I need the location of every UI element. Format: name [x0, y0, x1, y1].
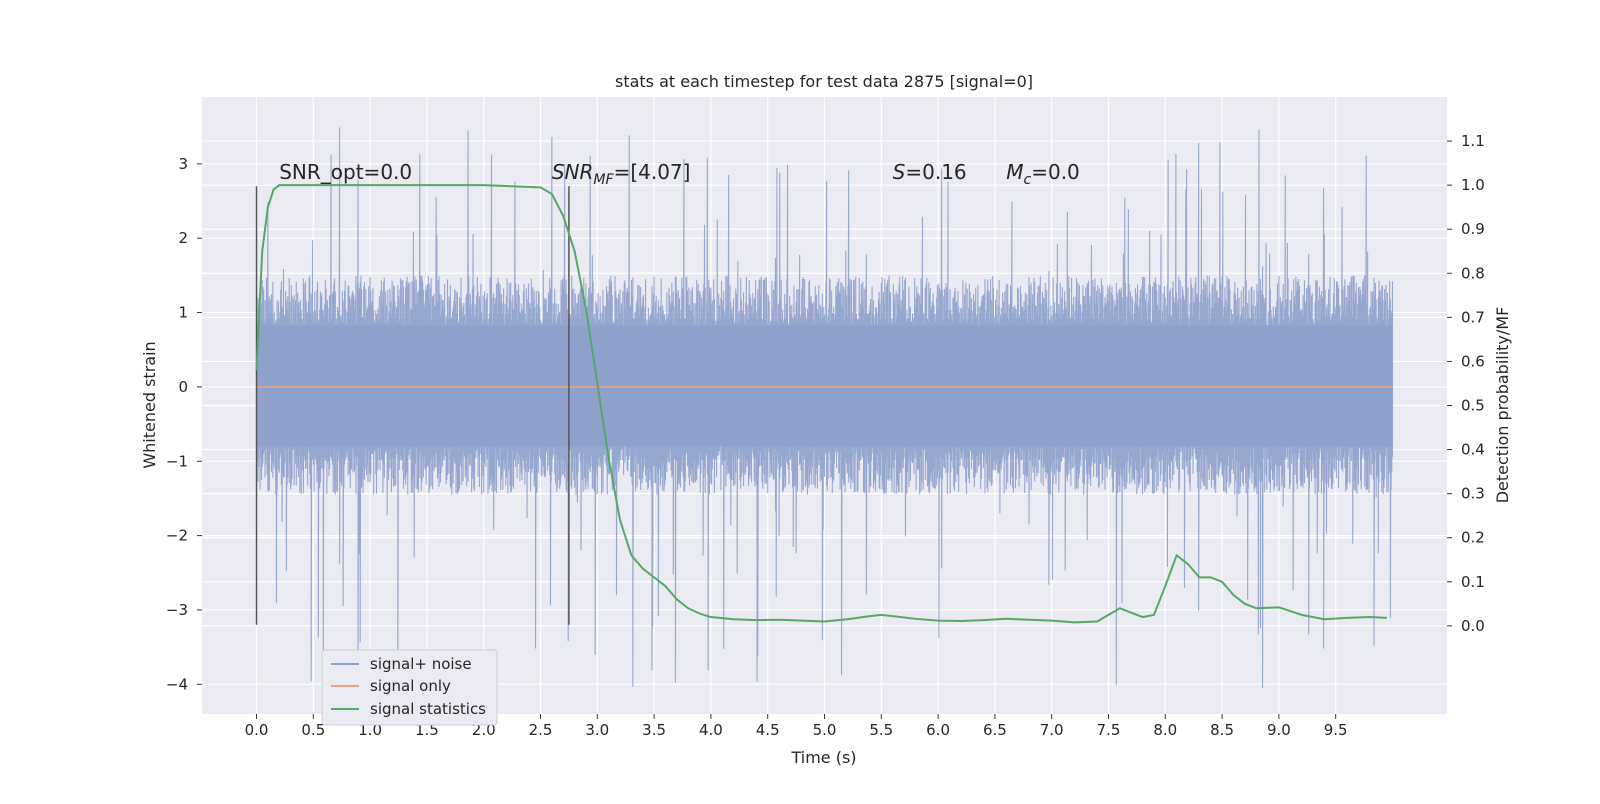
- annotation-snr-opt: SNR_opt=0.0: [279, 160, 412, 184]
- annotation-mc-value: Mc=0.0: [1006, 160, 1080, 188]
- y-right-tick-label-5: 0.6: [1461, 352, 1485, 370]
- annotations: SNR_opt=0.0 SNRMF=[4.07] S=0.16 Mc=0.0: [279, 160, 1080, 188]
- vertical-markers: [255, 186, 570, 625]
- x-tick-label-11: 5.5: [869, 721, 893, 739]
- x-axis-label: Time (s): [790, 748, 856, 767]
- x-tick-label-10: 5.0: [813, 721, 837, 739]
- y-left-tick-label-4: −1: [166, 452, 188, 470]
- annotation-snr-mf: SNRMF=[4.07]: [552, 160, 691, 188]
- y-left-tick-label-0: 3: [178, 155, 188, 173]
- x-tick-label-15: 7.5: [1097, 721, 1121, 739]
- y-left-tick-label-6: −3: [166, 601, 188, 619]
- y-right-tick-label-11: 0.0: [1461, 617, 1485, 635]
- x-tick-label-19: 9.5: [1324, 721, 1348, 739]
- y-left-tick-label-7: −4: [166, 675, 188, 693]
- signal-statistics-line: [255, 184, 1387, 624]
- y-right-tick-label-0: 1.1: [1461, 132, 1485, 150]
- y-axis-label-right: Detection probability/MF: [1493, 307, 1512, 504]
- x-tick-label-1: 0.5: [301, 721, 325, 739]
- x-tick-label-0: 0.0: [245, 721, 269, 739]
- chart-title: stats at each timestep for test data 287…: [615, 72, 1033, 91]
- y-right-tick-label-4: 0.7: [1461, 308, 1485, 326]
- signal-noise-series: [255, 127, 1394, 688]
- signal-noise-line: [255, 127, 1394, 688]
- x-tick-label-9: 4.5: [756, 721, 780, 739]
- legend-label-signal-only: signal only: [370, 677, 451, 695]
- x-tick-label-12: 6.0: [926, 721, 950, 739]
- legend-label-signal-noise: signal+ noise: [370, 655, 472, 673]
- x-tick-label-14: 7.0: [1040, 721, 1064, 739]
- legend: signal+ noise signal only signal statist…: [321, 649, 498, 726]
- x-tick-label-13: 6.5: [983, 721, 1007, 739]
- y-right-tick-label-6: 0.5: [1461, 397, 1485, 415]
- y-right-tick-label-1: 1.0: [1461, 176, 1485, 194]
- y-left-tick-label-3: 0: [178, 378, 188, 396]
- y-left-tick-label-2: 1: [178, 304, 188, 322]
- y-right-ticks: 1.1 1.0 0.9 0.8 0.7 0.6 0.5 0.4 0.3 0.2 0.1 0.0: [1447, 132, 1485, 635]
- y-right-tick-label-7: 0.4: [1461, 441, 1485, 459]
- x-ticks: 0.0 0.5 1.0 1.5 2.0 2.5 3.0 3.5 4.0 4.5 5.0 5.5 6.0 6…: [245, 714, 1348, 739]
- x-tick-label-6: 3.0: [585, 721, 609, 739]
- signal-statistics-series: [255, 184, 1387, 624]
- legend-box: [321, 649, 498, 726]
- x-tick-label-18: 9.0: [1267, 721, 1291, 739]
- x-tick-label-16: 8.0: [1153, 721, 1177, 739]
- x-tick-label-7: 3.5: [642, 721, 666, 739]
- x-tick-label-17: 8.5: [1210, 721, 1234, 739]
- y-left-tick-label-1: 2: [178, 229, 188, 247]
- y-right-tick-label-10: 0.1: [1461, 573, 1485, 591]
- y-left-tick-label-5: −2: [166, 527, 188, 545]
- y-right-tick-label-2: 0.9: [1461, 220, 1485, 238]
- legend-label-signal-statistics: signal statistics: [370, 700, 486, 718]
- x-tick-label-8: 4.0: [699, 721, 723, 739]
- y-right-tick-label-3: 0.8: [1461, 264, 1485, 282]
- y-right-tick-label-9: 0.2: [1461, 529, 1485, 547]
- y-left-ticks: 3 2 1 0 −1 −2 −3 −4: [166, 155, 202, 693]
- x-tick-label-5: 2.5: [529, 721, 553, 739]
- y-axis-label-left: Whitened strain: [140, 341, 159, 468]
- annotation-s-value: S=0.16: [893, 160, 967, 184]
- y-right-tick-label-8: 0.3: [1461, 485, 1485, 503]
